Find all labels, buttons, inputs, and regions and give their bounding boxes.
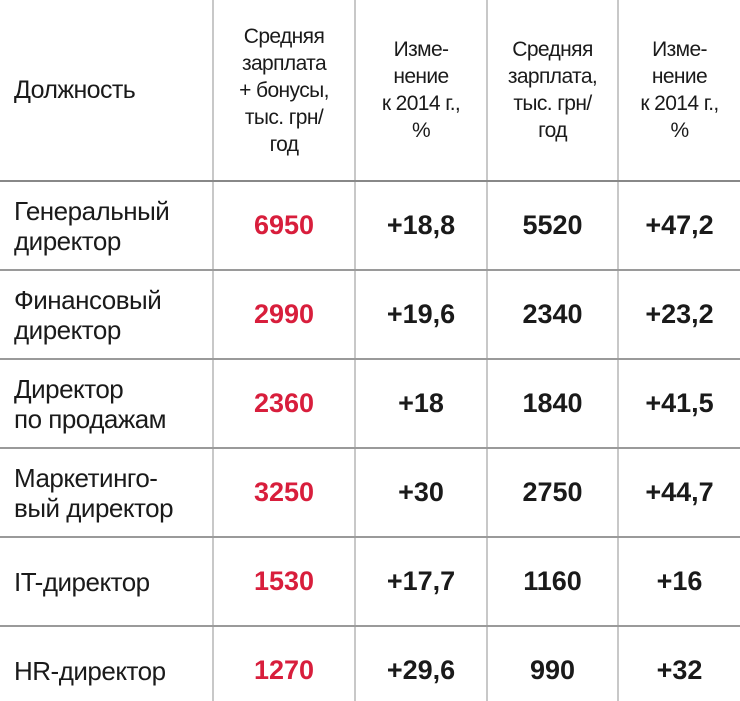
position-cell: Финансовый директор (0, 270, 213, 360)
table-row: Финансовый директор 2990 +19,6 2340 +23,2 (0, 270, 740, 360)
value-cell: +29,6 (354, 626, 487, 701)
value-cell: +19,6 (354, 270, 487, 360)
value-cell: 1530 (212, 537, 355, 627)
position-cell: Директор по продажам (0, 359, 213, 449)
table-row: Маркетинго- вый директор 3250 +30 2750 +44,7 (0, 448, 740, 538)
value-cell: +18,8 (354, 181, 487, 271)
value-cell: +23,2 (617, 270, 740, 360)
table-row: HR-директор 1270 +29,6 990 +32 (0, 626, 740, 701)
value-cell: 1160 (486, 537, 618, 627)
value-cell: +30 (354, 448, 487, 538)
value-cell: 5520 (486, 181, 618, 271)
value-cell: 1840 (486, 359, 618, 449)
column-header: Средняя зарплата, тыс. грн/ год (486, 0, 618, 182)
value-cell: +16 (617, 537, 740, 627)
value-cell: 2750 (486, 448, 618, 538)
value-cell: 1270 (212, 626, 355, 701)
value-cell: 2990 (212, 270, 355, 360)
value-cell: +44,7 (617, 448, 740, 538)
value-cell: +18 (354, 359, 487, 449)
column-header: Должность (0, 0, 213, 182)
table-row: IT-директор 1530 +17,7 1160 +16 (0, 537, 740, 627)
value-cell: +17,7 (354, 537, 487, 627)
position-cell: Генеральный директор (0, 181, 213, 271)
value-cell: 6950 (212, 181, 355, 271)
column-header: Средняя зарплата + бонусы, тыс. грн/ год (212, 0, 355, 182)
value-cell: +41,5 (617, 359, 740, 449)
value-cell: 2340 (486, 270, 618, 360)
position-cell: IT-директор (0, 537, 213, 627)
value-cell: +47,2 (617, 181, 740, 271)
table-row: Директор по продажам 2360 +18 1840 +41,5 (0, 359, 740, 449)
value-cell: 990 (486, 626, 618, 701)
value-cell: +32 (617, 626, 740, 701)
table-body: Генеральный директор 6950 +18,8 5520 +47,2 Фи… (0, 181, 740, 701)
table-row: Генеральный директор 6950 +18,8 5520 +47,2 (0, 181, 740, 271)
position-cell: Маркетинго- вый директор (0, 448, 213, 538)
column-header: Изме- нение к 2014 г., % (354, 0, 487, 182)
value-cell: 2360 (212, 359, 355, 449)
value-cell: 3250 (212, 448, 355, 538)
column-header: Изме- нение к 2014 г., % (617, 0, 740, 182)
header-row: Должность Средняя зарплата + бонусы, тыс.… (0, 0, 740, 182)
position-cell: HR-директор (14, 655, 166, 686)
